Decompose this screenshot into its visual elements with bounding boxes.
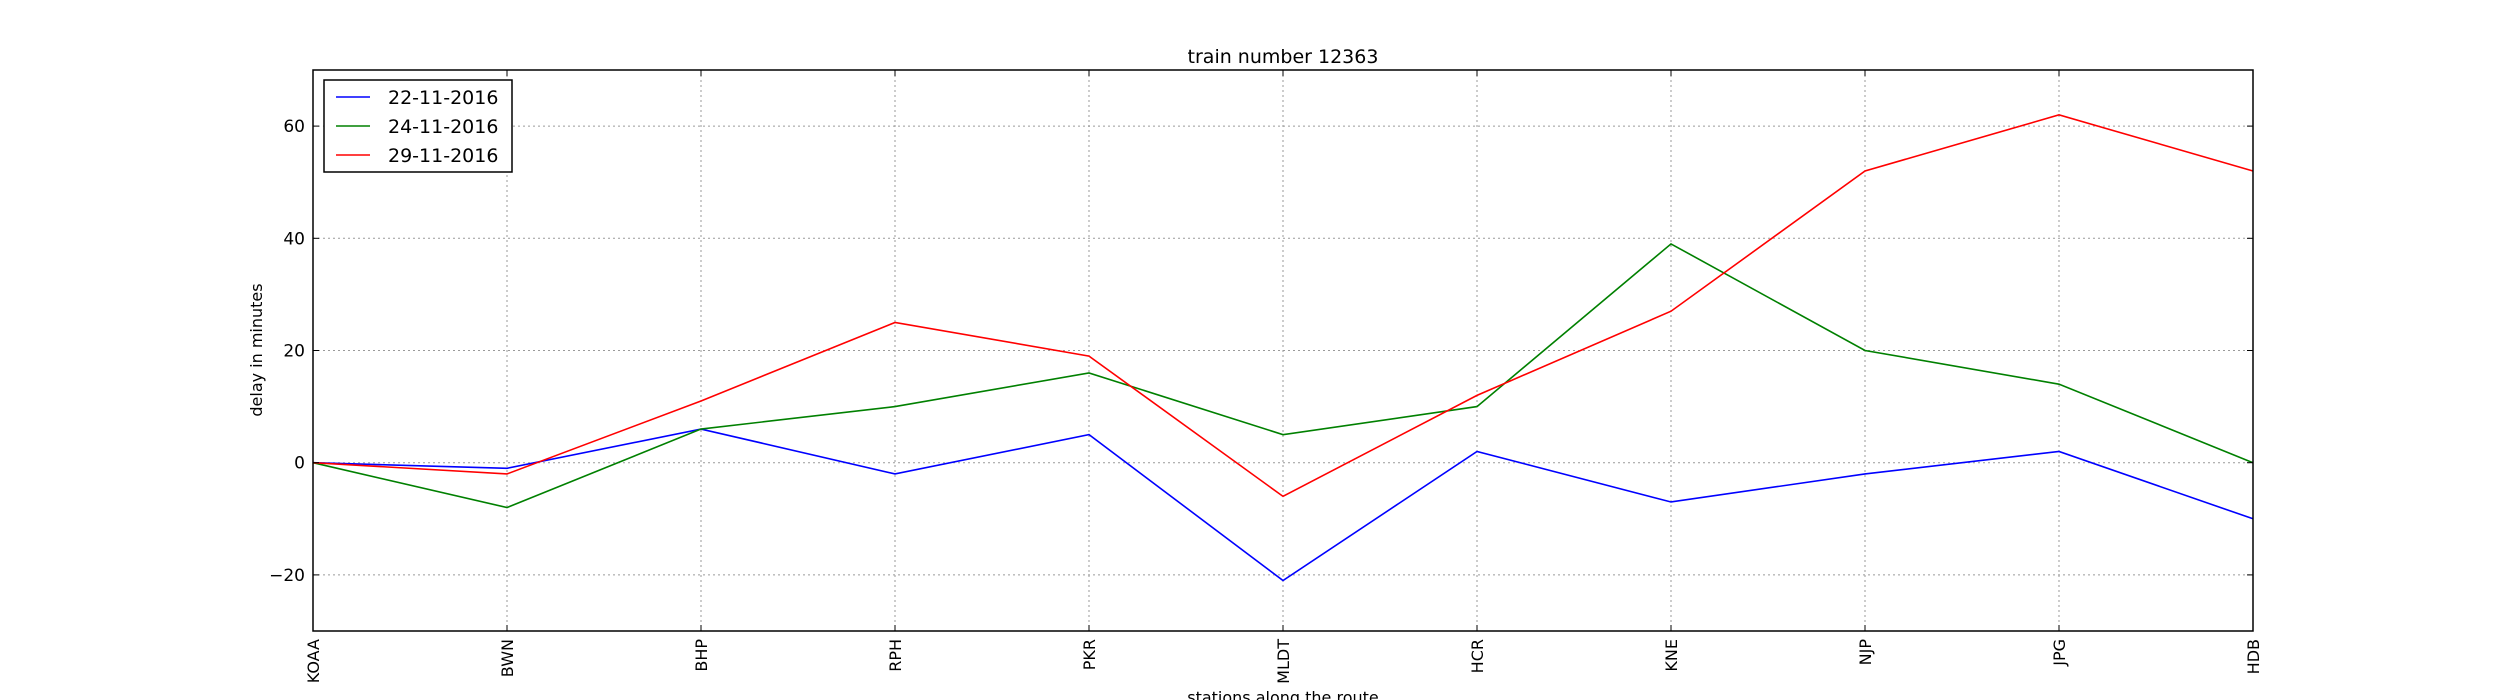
x-tick-label: HDB (2244, 639, 2263, 674)
x-ticks: KOAA BWN BHP RPH PKR MLDT HCR KNE NJP JPG HDB (304, 70, 2263, 684)
y-tick-label: 60 (283, 117, 305, 137)
legend-label: 24-11-2016 (388, 116, 498, 138)
x-tick-label: JPG (2050, 639, 2069, 667)
chart-title: train number 12363 (1188, 46, 1379, 68)
legend: 22-11-2016 24-11-2016 29-11-2016 (323, 79, 513, 173)
y-tick-label: 40 (283, 229, 305, 249)
x-tick-label: KNE (1662, 639, 1681, 672)
x-tick-label: MLDT (1274, 639, 1293, 684)
x-tick-label: KOAA (304, 639, 323, 683)
x-tick-label: NJP (1856, 639, 1875, 666)
grid-layer (312, 70, 2254, 631)
x-tick-label: PKR (1080, 639, 1099, 670)
y-tick-label: 20 (283, 342, 305, 362)
y-tick-label: 0 (294, 454, 305, 474)
x-tick-label: BHP (692, 639, 711, 672)
series-layer (312, 114, 2254, 582)
legend-label: 29-11-2016 (388, 145, 498, 167)
y-axis-label: delay in minutes (247, 283, 266, 416)
y-ticks: −20 0 20 40 60 (269, 117, 2253, 586)
y-tick-label: −20 (269, 566, 305, 586)
x-tick-label: HCR (1468, 639, 1487, 673)
legend-label: 22-11-2016 (388, 87, 498, 109)
x-axis-label: stations along the route (1187, 688, 1379, 700)
x-tick-label: BWN (498, 639, 517, 677)
x-tick-label: RPH (886, 639, 905, 672)
